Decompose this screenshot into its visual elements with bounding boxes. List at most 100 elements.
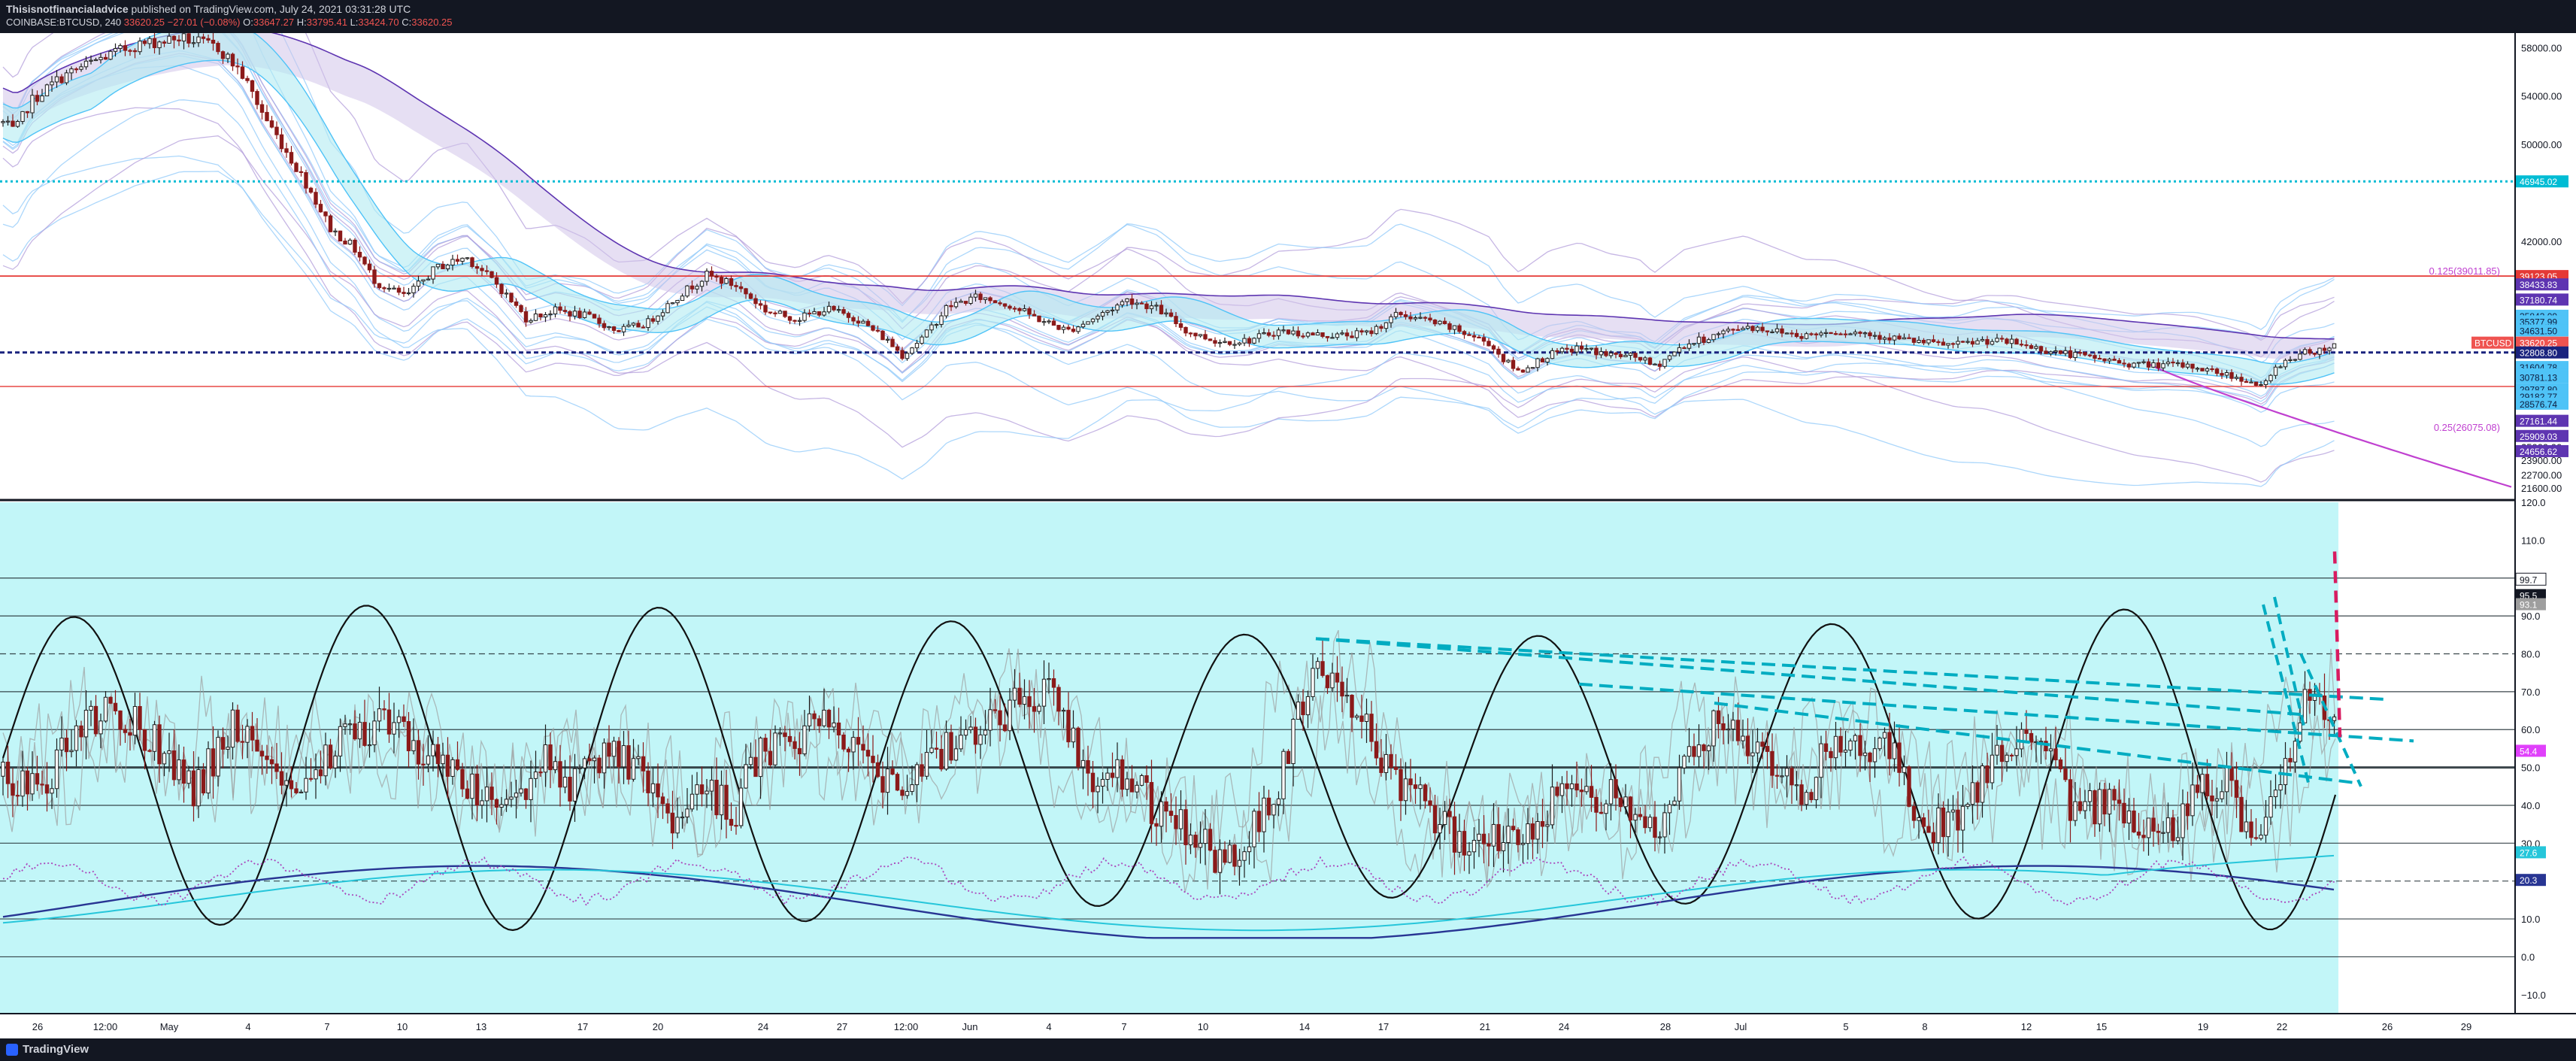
price-level-label: 32808.80 xyxy=(2520,348,2557,359)
candle-body xyxy=(2122,362,2126,365)
rsi-body xyxy=(206,748,211,794)
rsi-body xyxy=(69,750,74,753)
candle-body xyxy=(2097,357,2102,360)
rsi-body xyxy=(1516,829,1520,845)
candle-body xyxy=(245,77,250,81)
candle-body xyxy=(147,38,152,44)
oscillator-pane[interactable] xyxy=(0,502,2515,1014)
rsi-body xyxy=(1120,759,1125,790)
candle-body xyxy=(1335,333,1340,338)
candle-body xyxy=(621,326,626,332)
rsi-body xyxy=(1413,784,1418,790)
candle-body xyxy=(1745,326,1750,329)
price-tick-label: 50000.00 xyxy=(2521,139,2562,150)
rsi-body xyxy=(2185,803,2190,817)
candle-body xyxy=(64,72,69,83)
rsi-body xyxy=(1980,765,1985,803)
rsi-body xyxy=(504,799,509,805)
candle-body xyxy=(220,51,226,59)
purple-ribbon-upper xyxy=(2,26,2335,340)
candle-body xyxy=(206,38,211,41)
candle-body xyxy=(1790,332,1794,335)
envelope-line xyxy=(2,3,2335,359)
candle-body xyxy=(631,323,636,326)
rsi-body xyxy=(1853,735,1858,741)
rsi-body xyxy=(797,747,802,755)
tradingview-brand[interactable]: TradingView xyxy=(6,1043,89,1056)
rsi-body xyxy=(2132,810,2136,832)
candle-body xyxy=(1990,341,1995,345)
author-name[interactable]: Thisisnotfinancialadvice xyxy=(6,3,129,15)
candle-body xyxy=(343,241,347,245)
rsi-body xyxy=(1931,832,1936,844)
rsi-body xyxy=(558,761,562,788)
candle-body xyxy=(1223,341,1227,343)
rsi-body xyxy=(1477,833,1481,841)
time-tick-label: Jun xyxy=(962,1021,978,1032)
osc-trendline xyxy=(2262,604,2310,784)
candle-body xyxy=(142,41,147,44)
candle-body xyxy=(2073,352,2077,359)
candle-body xyxy=(572,311,577,317)
rsi-body xyxy=(1657,836,1662,838)
candle-body xyxy=(382,287,386,290)
rsi-body xyxy=(675,817,680,834)
price-pane[interactable]: 0.125(39011.85) 0.25(26075.08) xyxy=(0,0,2515,498)
rsi-body xyxy=(1535,820,1540,840)
candle-body xyxy=(2229,372,2234,379)
candle-body xyxy=(1311,332,1315,336)
price-axis-bg xyxy=(2515,33,2576,1038)
candle-body xyxy=(924,329,929,338)
candle-body xyxy=(1931,339,1936,342)
candle-body xyxy=(1506,359,1511,362)
rsi-body xyxy=(865,750,871,757)
rsi-body xyxy=(2097,789,2102,825)
candle-body xyxy=(817,311,822,316)
candle-body xyxy=(2136,362,2141,364)
rsi-body xyxy=(2156,830,2161,833)
candle-body xyxy=(885,338,890,341)
candle-body xyxy=(1687,343,1692,349)
candle-body xyxy=(719,277,724,284)
rsi-body xyxy=(983,729,988,735)
candle-body xyxy=(2308,349,2312,354)
candle-body xyxy=(1242,338,1247,344)
candle-body xyxy=(74,68,79,71)
rsi-body xyxy=(83,709,89,738)
candle-body xyxy=(1418,317,1423,319)
rsi-body xyxy=(1608,779,1614,805)
candle-body xyxy=(69,68,74,74)
time-tick-label: 29 xyxy=(2461,1021,2471,1032)
rsi-body xyxy=(1203,829,1208,844)
rsi-body xyxy=(523,788,529,800)
candle-body xyxy=(2220,373,2224,376)
candle-body xyxy=(1032,314,1037,317)
rsi-body xyxy=(807,713,812,726)
rsi-body xyxy=(1911,805,1917,821)
candle-body xyxy=(1389,316,1393,323)
osc-level-label-bg xyxy=(2516,744,2546,757)
rsi-body xyxy=(1002,724,1008,732)
candle-body xyxy=(1589,347,1594,350)
candle-body xyxy=(1423,317,1428,319)
rsi-body xyxy=(1520,843,1526,845)
rsi-body xyxy=(1110,772,1115,778)
rsi-body xyxy=(1799,784,1804,805)
candle-body xyxy=(1569,348,1574,353)
cyan-ribbon-lower xyxy=(2,59,2335,385)
rsi-body xyxy=(2029,732,2034,743)
rsi-body xyxy=(1032,706,1037,712)
candle-body xyxy=(993,300,998,304)
rsi-body xyxy=(328,744,333,768)
chart-area[interactable]: 0.125(39011.85) 0.25(26075.08) 58000.00 54… xyxy=(0,0,2576,1038)
rsi-body xyxy=(2141,835,2146,838)
chart-canvas[interactable]: 0.125(39011.85)0.25(26075.08) 58000.0054… xyxy=(0,0,2576,1038)
rsi-body xyxy=(1735,720,1741,741)
candle-body xyxy=(128,50,132,52)
rsi-body xyxy=(2288,758,2293,762)
rsi-body xyxy=(607,742,611,757)
candle-body xyxy=(465,257,470,259)
rsi-body xyxy=(826,709,832,728)
rsi-body xyxy=(5,762,11,784)
rsi-body xyxy=(1125,778,1129,790)
